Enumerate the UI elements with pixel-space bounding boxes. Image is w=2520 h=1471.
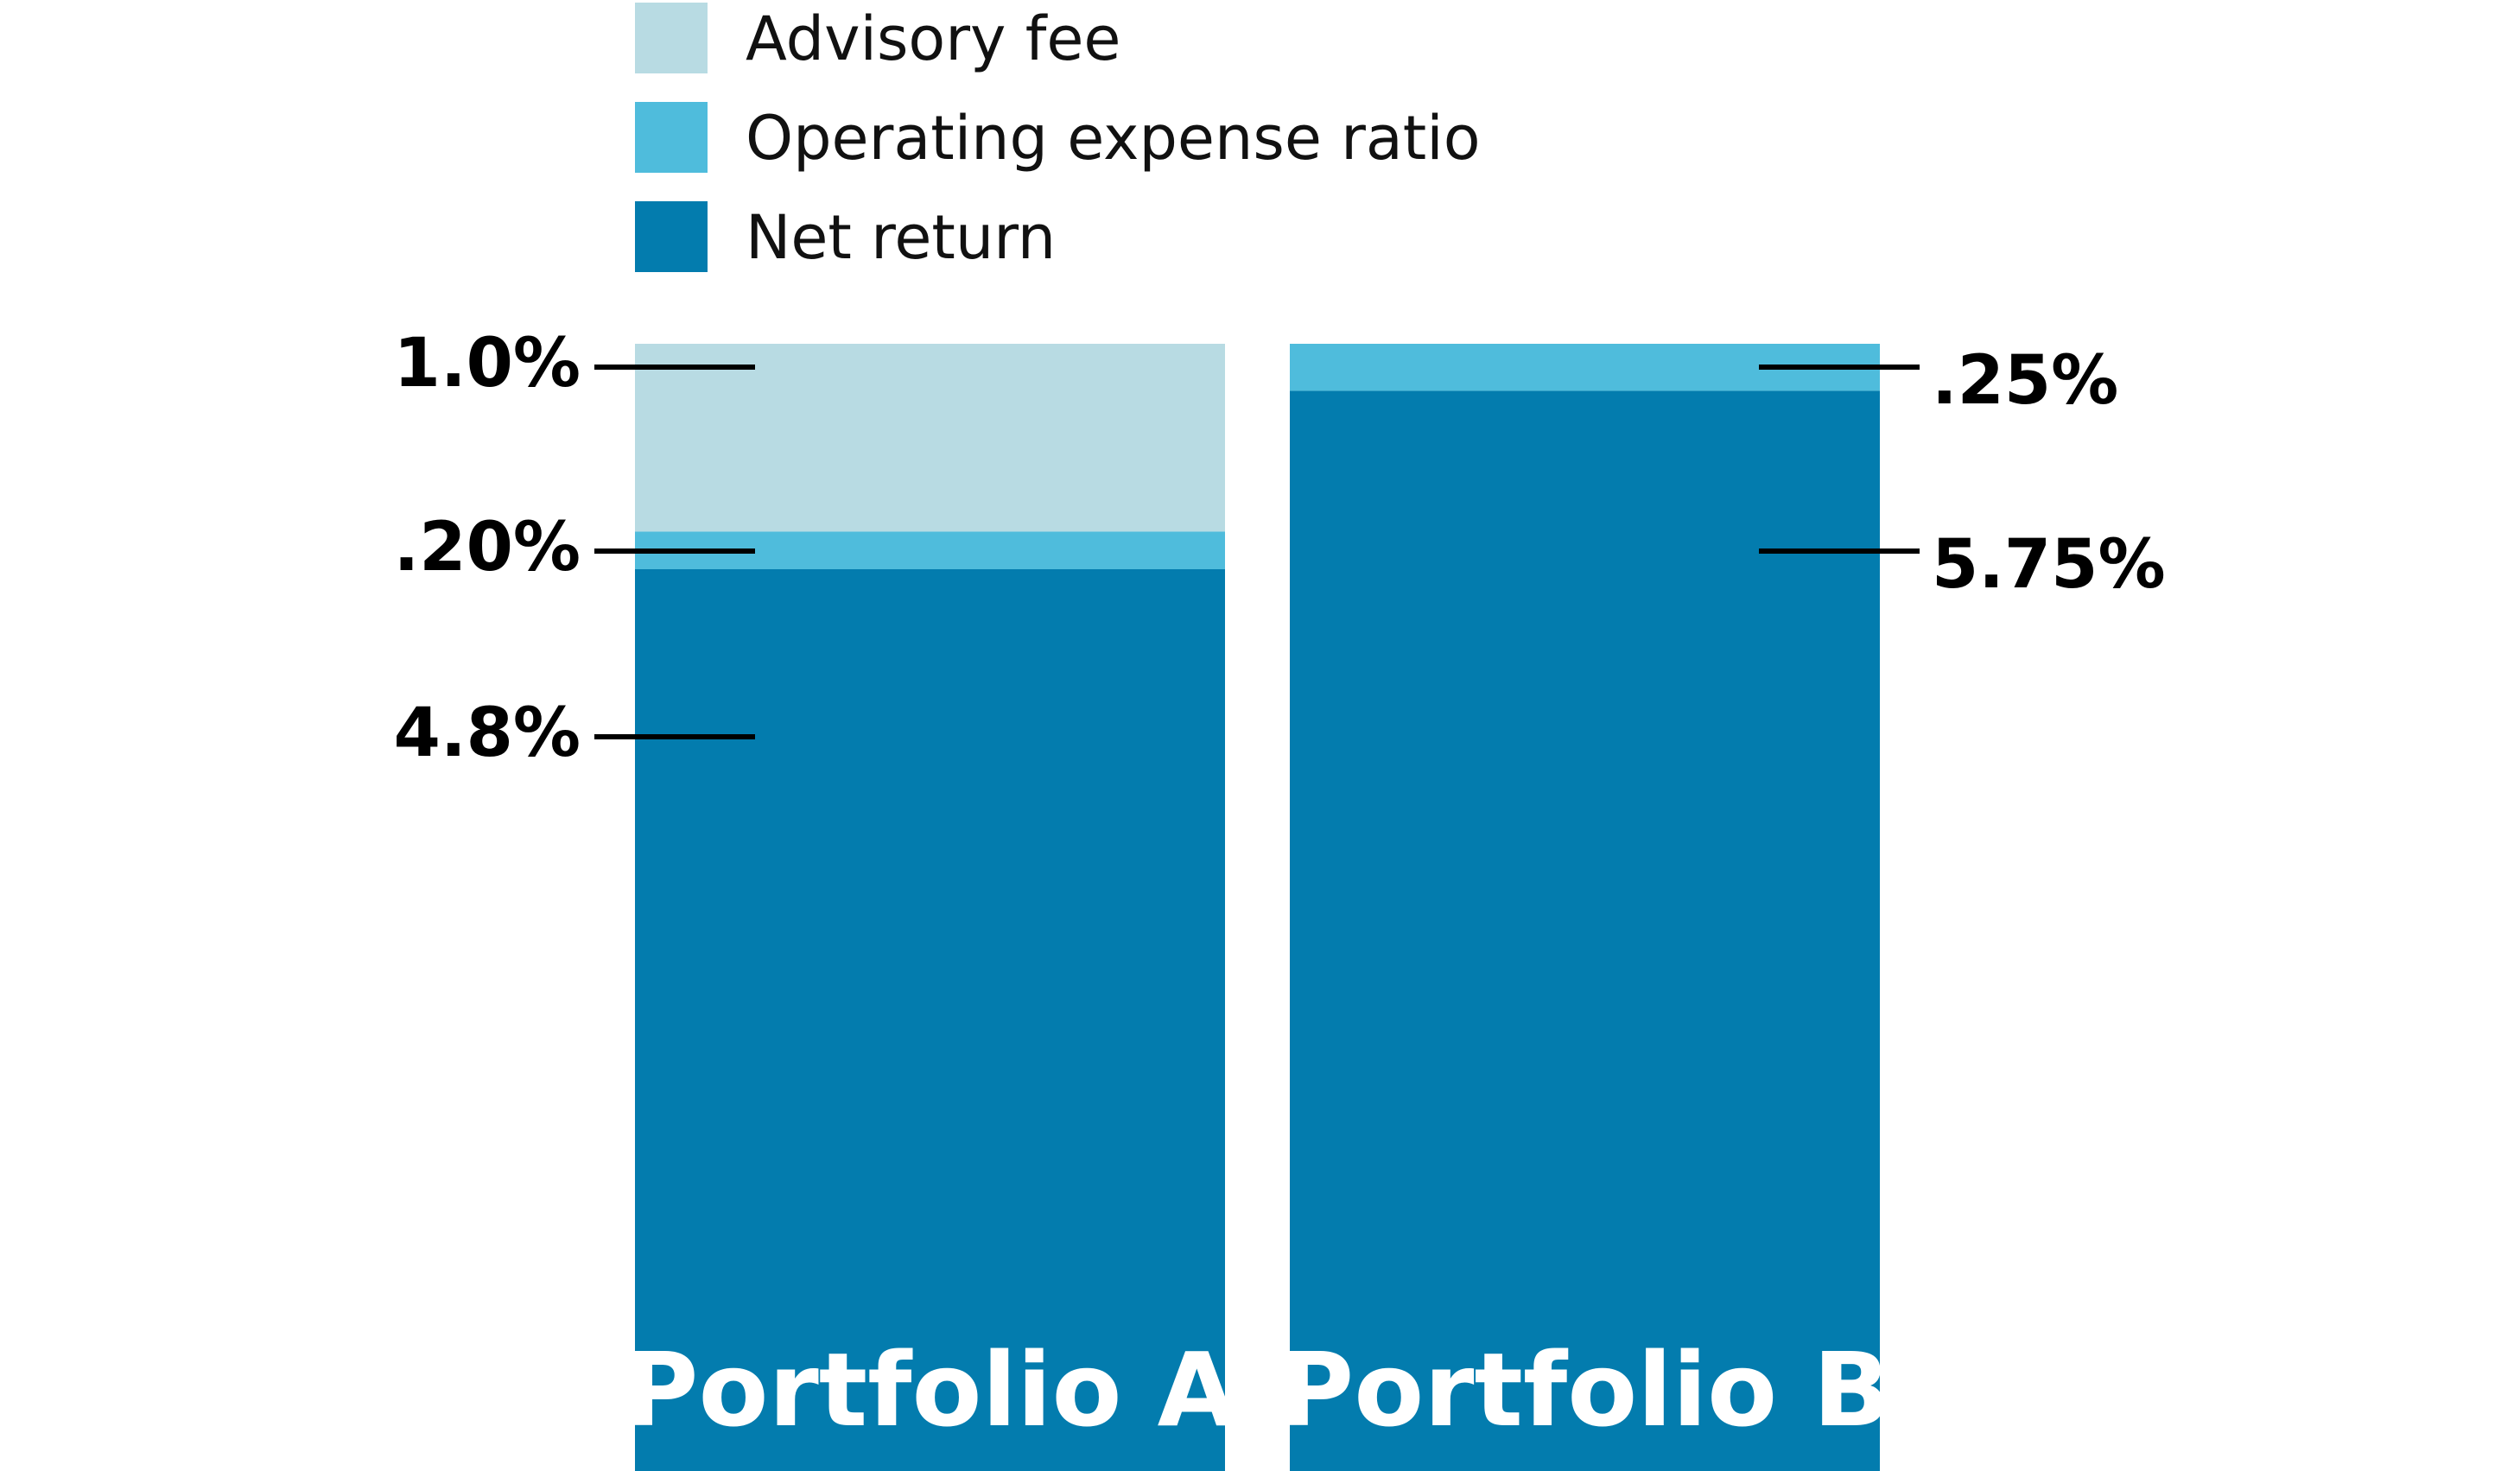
category-label-portfolio-b: Portfolio B bbox=[1279, 1330, 1891, 1449]
value-label-portfolio-a-net-return: 4.8% bbox=[394, 694, 581, 772]
value-label-portfolio-b-net-return: 5.75% bbox=[1932, 526, 2166, 604]
value-label-portfolio-b-operating-expense-ratio: .25% bbox=[1932, 342, 2118, 420]
bar-portfolio-a-net-return bbox=[635, 569, 1225, 1471]
legend-label-advisory-fee: Advisory fee bbox=[746, 3, 1121, 74]
bar-portfolio-b-net-return bbox=[1290, 390, 1880, 1471]
value-annotations: 1.0% .20% 4.8% .25% 5.75% bbox=[394, 325, 2166, 772]
bar-portfolio-a-advisory-fee bbox=[635, 344, 1225, 532]
legend-label-net-return: Net return bbox=[746, 202, 1056, 273]
bars bbox=[635, 344, 1880, 1471]
category-label-portfolio-a: Portfolio A bbox=[624, 1330, 1236, 1449]
value-label-portfolio-a-advisory-fee: 1.0% bbox=[394, 325, 581, 403]
value-label-portfolio-a-operating-expense-ratio: .20% bbox=[394, 509, 581, 586]
legend-swatch-operating-expense-ratio bbox=[635, 102, 708, 173]
legend-swatch-advisory-fee bbox=[635, 3, 708, 73]
legend-swatch-net-return bbox=[635, 201, 708, 272]
legend-label-operating-expense-ratio: Operating expense ratio bbox=[746, 103, 1481, 174]
category-labels: Portfolio A Portfolio B bbox=[624, 1330, 1890, 1449]
legend: Advisory fee Operating expense ratio Net r… bbox=[635, 3, 1481, 273]
